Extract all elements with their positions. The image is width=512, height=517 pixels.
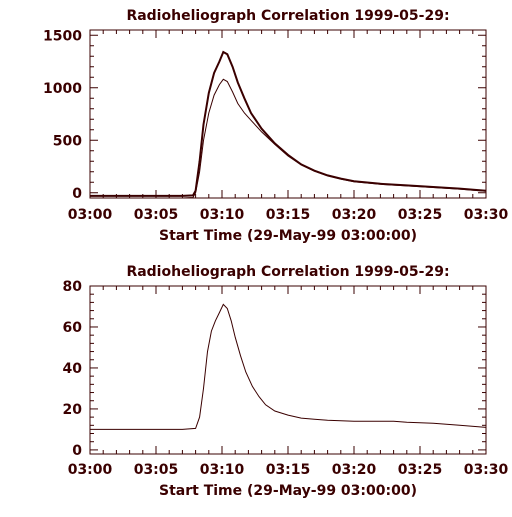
chart-title: Radioheliograph Correlation 1999-05-29: <box>126 8 449 24</box>
y-tick-label: 500 <box>53 133 82 149</box>
x-tick-label: 03:20 <box>332 462 377 478</box>
x-axis-label: Start Time (29-May-99 03:00:00) <box>159 228 417 244</box>
x-tick-label: 03:15 <box>266 462 311 478</box>
x-tick-label: 03:05 <box>134 462 179 478</box>
y-tick-label: 0 <box>72 186 82 202</box>
x-tick-label: 03:10 <box>200 462 245 478</box>
series-line-0 <box>90 303 487 430</box>
x-tick-label: 03:10 <box>200 207 245 223</box>
x-tick-label: 03:00 <box>68 462 113 478</box>
x-tick-label: 03:25 <box>398 207 443 223</box>
y-tick-label: 0 <box>72 443 82 459</box>
y-tick-label: 1000 <box>43 81 82 97</box>
y-tick-label: 20 <box>63 402 83 418</box>
lower-chart: Radioheliograph Correlation 1999-05-29: 0… <box>63 264 509 499</box>
x-tick-label: 03:15 <box>266 207 311 223</box>
x-tick-label: 03:20 <box>332 207 377 223</box>
x-tick-label: 03:30 <box>464 462 509 478</box>
y-tick-label: 80 <box>63 279 83 295</box>
y-tick-label: 1500 <box>43 28 82 44</box>
x-tick-label: 03:25 <box>398 462 443 478</box>
y-tick-label: 60 <box>63 320 83 336</box>
plot-frame <box>89 29 487 199</box>
plot-frame <box>89 285 487 455</box>
series-line-0 <box>90 50 487 197</box>
series-line-1 <box>90 78 487 199</box>
upper-chart: Radioheliograph Correlation 1999-05-29: 0… <box>43 8 509 244</box>
y-tick-label: 40 <box>63 361 83 377</box>
chart-title: Radioheliograph Correlation 1999-05-29: <box>126 264 449 280</box>
x-tick-label: 03:00 <box>68 207 113 223</box>
x-tick-label: 03:05 <box>134 207 179 223</box>
x-tick-label: 03:30 <box>464 207 509 223</box>
x-axis-label: Start Time (29-May-99 03:00:00) <box>159 483 417 499</box>
